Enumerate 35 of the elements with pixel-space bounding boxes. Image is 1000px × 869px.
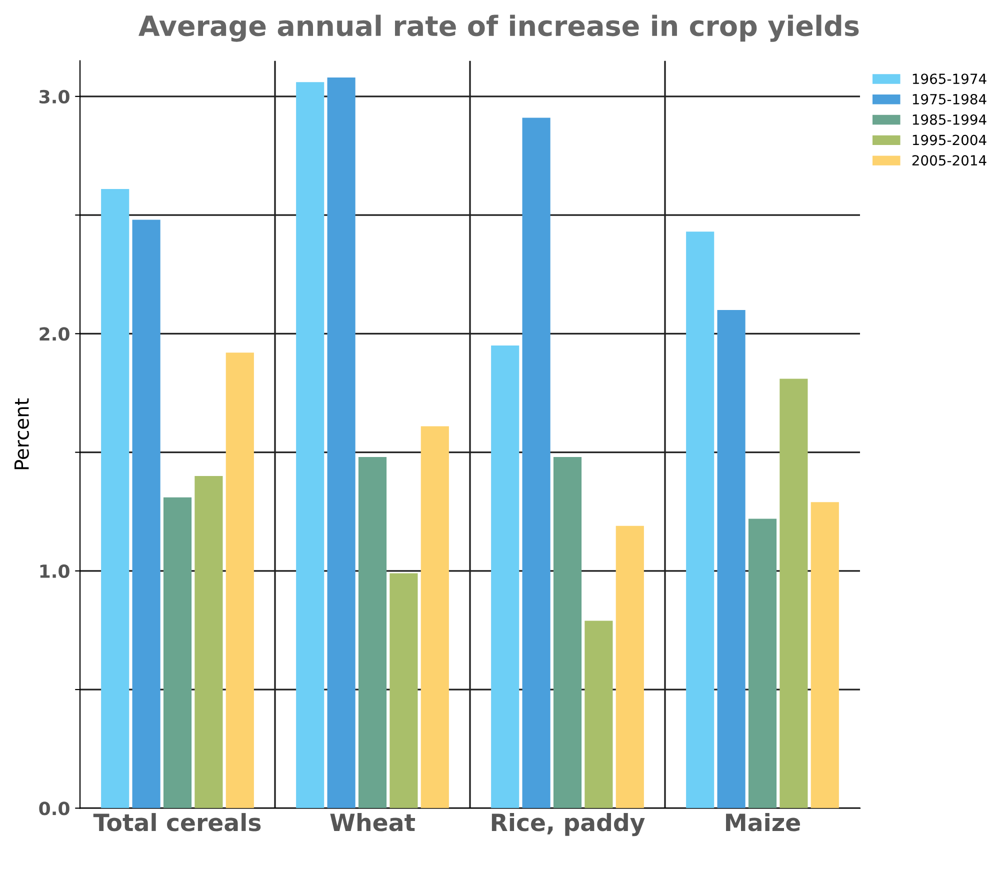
- x-tick-label: Maize: [726, 813, 800, 832]
- bar: [810, 502, 839, 808]
- bar: [780, 378, 808, 808]
- bar: [686, 232, 714, 808]
- legend-label: 1995-2004: [912, 134, 986, 146]
- legend-label: 1985-1994: [912, 114, 986, 125]
- bar: [194, 476, 223, 808]
- bar: [226, 352, 254, 808]
- x-tick-label: Rice, paddy: [492, 813, 645, 836]
- y-tick-label: 3.0: [40, 90, 70, 104]
- bar: [717, 310, 746, 808]
- bar: [163, 497, 192, 808]
- bar: [748, 518, 777, 808]
- bar: [491, 346, 520, 808]
- bar: [616, 526, 644, 808]
- bar: [522, 118, 550, 808]
- y-axis-title: Percent: [14, 398, 29, 470]
- legend-label: 2005-2014: [912, 155, 986, 166]
- bar: [553, 457, 582, 808]
- y-tick-label: 0.0: [39, 802, 70, 816]
- legend-label: 1975-1984: [912, 94, 986, 104]
- bar: [132, 220, 160, 808]
- y-tick-label: 1.0: [40, 564, 70, 578]
- bar: [101, 188, 130, 808]
- bar: [390, 573, 418, 808]
- bar: [358, 457, 387, 808]
- bar: [296, 82, 324, 808]
- bar: [327, 77, 356, 808]
- bar: [420, 426, 449, 808]
- y-tick-label: 2.0: [40, 327, 70, 341]
- legend-label: 1965-1974: [912, 74, 986, 84]
- x-tick-label: Total cereals: [93, 813, 261, 832]
- x-tick-label: Wheat: [330, 813, 416, 832]
- bar: [584, 620, 613, 808]
- chart-title: Average annual rate of increase in crop yields: [138, 14, 859, 42]
